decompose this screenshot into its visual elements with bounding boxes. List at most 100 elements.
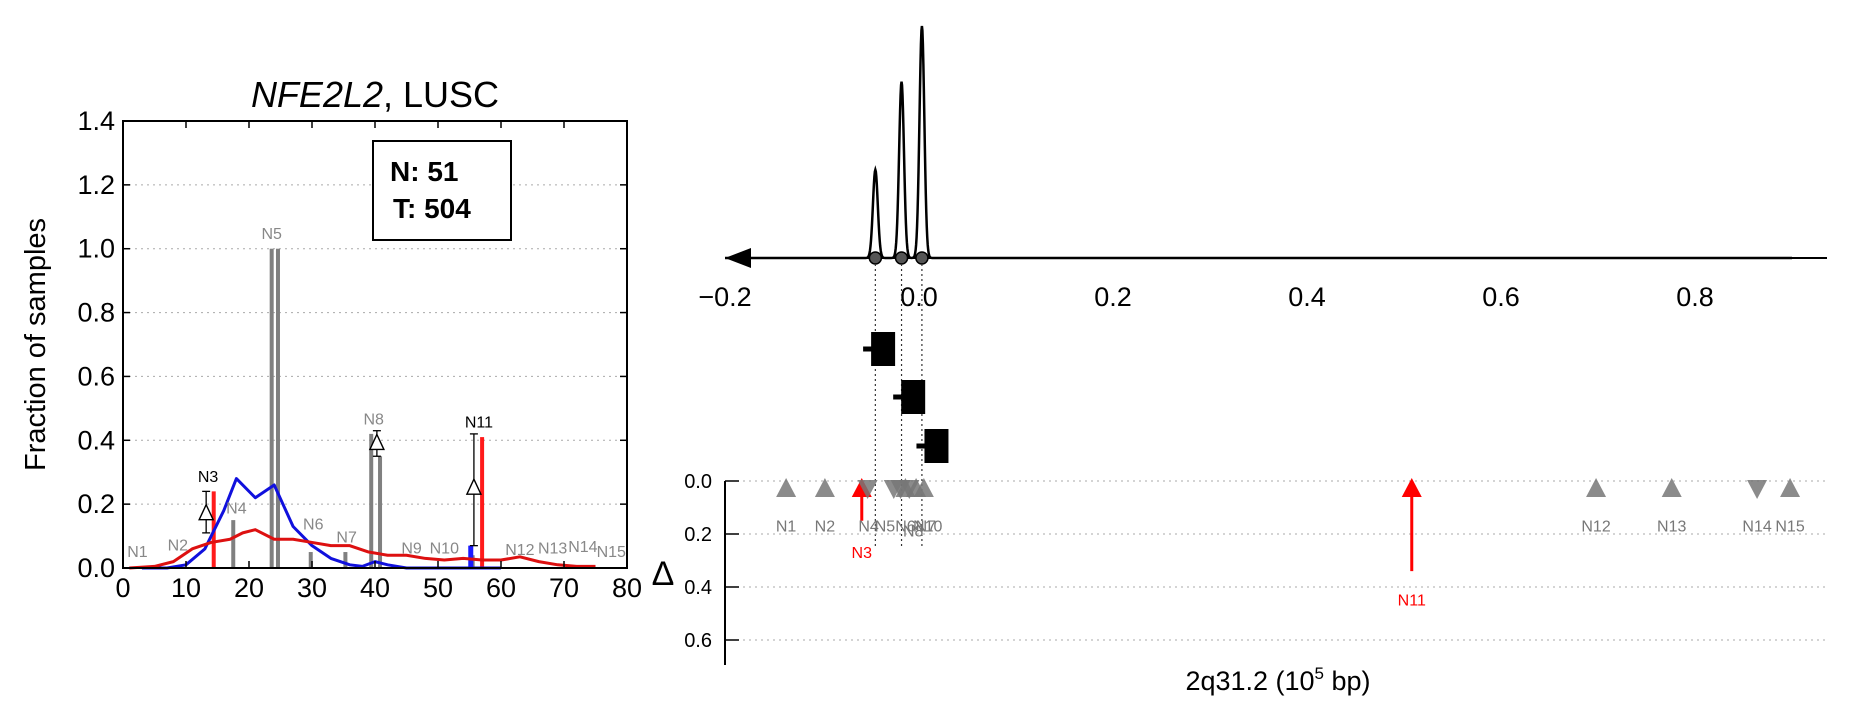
title-cohort: , LUSC bbox=[383, 74, 499, 115]
chart-title: NFE2L2, LUSC bbox=[251, 74, 499, 115]
node-label: N12 bbox=[505, 542, 534, 559]
node-label: N12 bbox=[1581, 518, 1610, 535]
node-label: N1 bbox=[127, 544, 148, 561]
density-curve bbox=[725, 25, 1792, 260]
bar bbox=[275, 248, 280, 568]
node-label: N10 bbox=[430, 541, 459, 558]
node-label: N10 bbox=[913, 518, 942, 535]
red-node-label: N11 bbox=[1398, 593, 1426, 610]
bar bbox=[343, 552, 348, 568]
delta-axis-label: Δ bbox=[652, 555, 675, 593]
x-tick-label: 0.0 bbox=[900, 282, 938, 312]
y-tick-label: 1.0 bbox=[77, 234, 115, 264]
y-tick-label: 0.4 bbox=[77, 425, 115, 455]
x-tick-label: 70 bbox=[549, 573, 579, 603]
y-tick-label: 0.6 bbox=[77, 361, 115, 391]
node-triangle bbox=[1401, 477, 1422, 497]
node-label: N8 bbox=[364, 411, 385, 428]
y-tick-label: 0.8 bbox=[77, 298, 115, 328]
square-marker bbox=[871, 332, 896, 366]
node-label: N14 bbox=[1742, 518, 1771, 535]
red-node-label: N3 bbox=[852, 545, 873, 562]
node-triangle bbox=[776, 477, 797, 497]
node-triangle bbox=[1747, 479, 1768, 499]
axis-arrow bbox=[725, 248, 751, 268]
x-tick-label: 10 bbox=[171, 573, 201, 603]
square-marker bbox=[901, 380, 926, 414]
node-label: N15 bbox=[1775, 518, 1804, 535]
x-tick-label: 80 bbox=[612, 573, 642, 603]
bar bbox=[231, 520, 236, 568]
node-label: N2 bbox=[168, 537, 189, 554]
node-triangle bbox=[1780, 477, 1801, 497]
x-tick-label: 0 bbox=[115, 573, 130, 603]
x-tick-label: 30 bbox=[297, 573, 327, 603]
legend-normal-count: N: 51 bbox=[390, 156, 458, 187]
node-label: N8 bbox=[903, 524, 924, 541]
y-tick-label: 1.2 bbox=[77, 170, 115, 200]
peak-dot bbox=[894, 251, 909, 265]
node-triangle bbox=[857, 479, 878, 499]
x-tick-label: 20 bbox=[234, 573, 264, 603]
x-axis-label-sup: 5 bbox=[1315, 664, 1324, 683]
series-line bbox=[141, 477, 501, 570]
node-label: N5 bbox=[261, 226, 282, 243]
x-tick-label: 0.8 bbox=[1676, 282, 1714, 312]
node-label: N11 bbox=[465, 415, 493, 432]
peak-dot bbox=[915, 251, 929, 265]
x-tick-label: −0.2 bbox=[698, 282, 751, 312]
node-triangle bbox=[814, 477, 835, 497]
right-delta-chart: −0.2 0.0 0.2 0.4 0.6 0.8 0.0 0.2 0.4 0.6 Δ N1 N2 N4N5… bbox=[652, 25, 1827, 696]
node-label: N7 bbox=[336, 529, 357, 546]
node-label: N1 bbox=[776, 518, 797, 535]
node-triangle bbox=[1586, 477, 1607, 497]
delta-marker bbox=[198, 503, 215, 521]
node-label: N6 bbox=[303, 517, 324, 534]
y-tick-label: 0.2 bbox=[77, 489, 115, 519]
x-tick-label: 0.4 bbox=[1288, 282, 1326, 312]
bar bbox=[308, 552, 313, 568]
x-tick-label: 0.2 bbox=[1094, 282, 1132, 312]
y-tick-label: 0.0 bbox=[77, 553, 115, 583]
delta-tick-label: 0.2 bbox=[684, 524, 712, 546]
title-gene: NFE2L2 bbox=[251, 74, 383, 115]
legend-box bbox=[372, 140, 512, 241]
node-label: N5N6N7 bbox=[875, 518, 936, 535]
square-marker bbox=[924, 429, 949, 463]
node-label: N3 bbox=[198, 469, 219, 486]
bar bbox=[378, 456, 383, 568]
node-label: N14 bbox=[568, 539, 597, 556]
node-triangle bbox=[1661, 477, 1682, 497]
x-axis-label: 2q31.2 (105 bp) bbox=[1185, 664, 1370, 696]
red-bar bbox=[480, 437, 485, 568]
bar bbox=[269, 248, 274, 568]
node-triangle bbox=[913, 477, 934, 497]
series-line bbox=[129, 528, 596, 570]
delta-tick-label: 0.0 bbox=[684, 471, 712, 493]
x-axis-label-main: 2q31.2 (10 bbox=[1185, 666, 1314, 696]
delta-tick-label: 0.4 bbox=[684, 577, 712, 599]
delta-tick-label: 0.6 bbox=[684, 630, 712, 652]
x-axis-label-tail: bp) bbox=[1324, 666, 1371, 696]
peak-dot bbox=[868, 251, 883, 265]
node-label: N13 bbox=[538, 541, 567, 558]
node-label: N15 bbox=[597, 544, 626, 561]
delta-marker bbox=[368, 432, 385, 451]
node-label: N2 bbox=[815, 518, 836, 535]
x-tick-label: 0.6 bbox=[1482, 282, 1520, 312]
y-axis-label: Fraction of samples bbox=[20, 218, 52, 471]
node-label: N13 bbox=[1657, 518, 1686, 535]
x-tick-label: 50 bbox=[423, 573, 453, 603]
bar bbox=[369, 433, 374, 568]
x-tick-label: 60 bbox=[486, 573, 516, 603]
legend-tumor-count: T: 504 bbox=[393, 193, 471, 224]
node-label: N4 bbox=[226, 501, 247, 518]
y-tick-label: 1.4 bbox=[77, 106, 115, 136]
delta-marker bbox=[465, 477, 483, 495]
node-label: N4 bbox=[858, 518, 879, 535]
x-tick-label: 40 bbox=[360, 573, 390, 603]
blue-bar bbox=[468, 545, 474, 568]
node-label: N9 bbox=[401, 541, 422, 558]
